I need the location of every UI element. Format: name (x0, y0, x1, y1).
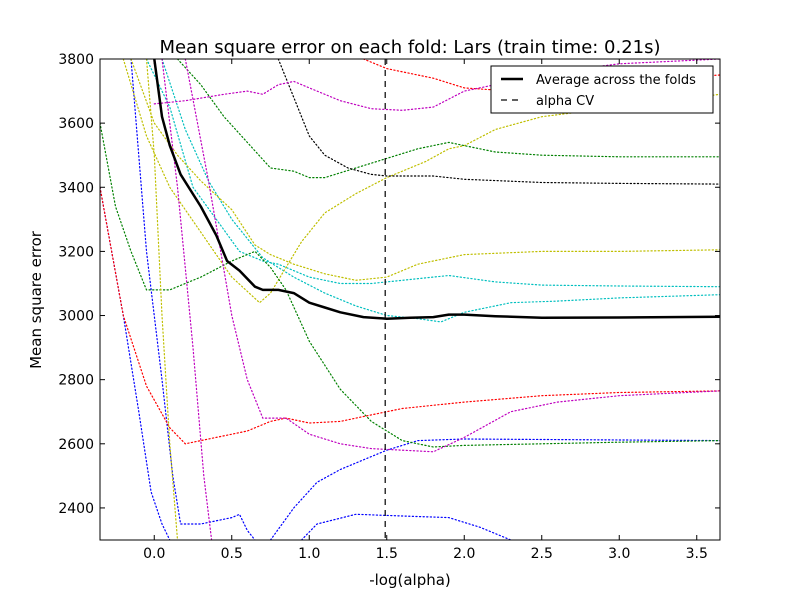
y-tick-label: 2600 (58, 437, 94, 453)
x-tick-label: 2.0 (453, 546, 475, 562)
fold-line-3 (130, 59, 256, 540)
legend: Average across the folds alpha CV (490, 65, 714, 114)
y-tick-label: 3800 (58, 52, 94, 68)
fold-line-17 (145, 59, 179, 540)
x-tick-label: 3.5 (686, 546, 708, 562)
y-tick-label: 2400 (58, 501, 94, 517)
legend-label-average: Average across the folds (536, 73, 696, 88)
plot-frame (99, 58, 721, 541)
y-tick-label: 3000 (58, 309, 94, 325)
y-axis-label: Mean square error (27, 230, 45, 369)
average-line (153, 59, 720, 320)
fold-line-4 (269, 438, 720, 540)
fold-line-9 (100, 122, 720, 448)
x-tick-label: 0.0 (143, 546, 165, 562)
y-tick-label: 3400 (58, 180, 94, 196)
x-axis: 0.0 0.5 1.0 1.5 2.0 2.5 3.0 3.5 (143, 59, 708, 562)
fold-line-6 (161, 59, 720, 323)
fold-line-16 (161, 59, 213, 540)
x-tick-label: 1.0 (298, 546, 320, 562)
x-tick-label: 2.5 (531, 546, 553, 562)
fold-line-15 (184, 59, 720, 453)
fold-line-8 (122, 59, 720, 304)
x-tick-label: 3.0 (608, 546, 630, 562)
x-tick-label: 1.5 (376, 546, 398, 562)
series-layer (100, 59, 720, 540)
y-tick-label: 3200 (58, 244, 94, 260)
legend-label-alpha-cv: alpha CV (536, 94, 594, 109)
legend-box (490, 65, 714, 114)
y-axis: 2400 2600 2800 3000 3200 3400 3600 3800 (58, 52, 720, 517)
x-axis-label: -log(alpha) (369, 571, 451, 589)
y-tick-label: 3600 (58, 116, 94, 132)
fold-line-7 (130, 59, 720, 281)
fold-line-5 (145, 59, 720, 288)
fold-line-2 (300, 513, 512, 540)
fold-line-1 (100, 186, 171, 540)
fold-line-12 (100, 186, 720, 445)
chart-title: Mean square error on each fold: Lars (tr… (159, 37, 660, 58)
plot-area (100, 59, 720, 540)
fold-line-11 (277, 59, 720, 185)
x-tick-label: 0.5 (221, 546, 243, 562)
fold-line-10 (176, 59, 720, 179)
y-tick-label: 2800 (58, 373, 94, 389)
fold-line-13 (362, 59, 720, 92)
